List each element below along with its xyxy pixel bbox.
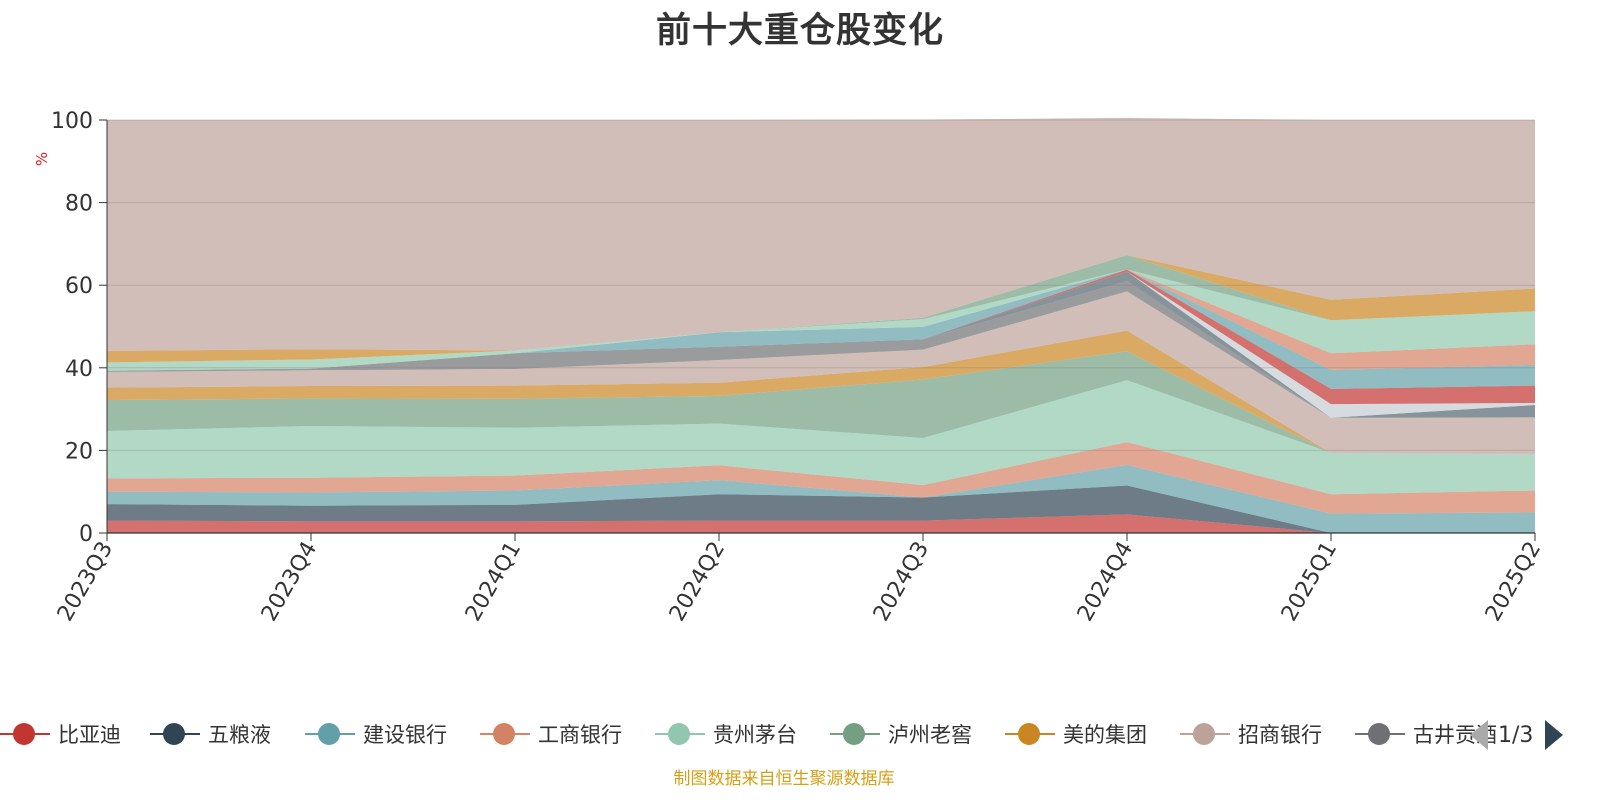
y-tick-label: 100 [51, 109, 93, 134]
legend-page-indicator: 1/3 [1498, 722, 1534, 748]
legend-label: 工商银行 [538, 723, 622, 747]
x-tick-label: 2024Q3 [869, 538, 934, 626]
x-tick-label: 2025Q1 [1277, 538, 1342, 626]
series-area-5[interactable] [107, 351, 1535, 455]
x-tick-label: 2024Q1 [461, 538, 526, 626]
legend-label: 招商银行 [1238, 723, 1322, 747]
source-note: 制图数据来自恒生聚源数据库 [673, 769, 895, 789]
y-tick-label: 20 [65, 439, 93, 464]
legend-item[interactable]: 泸州老窖 [830, 716, 972, 752]
y-tick-label: 60 [65, 274, 93, 299]
legend-label: 建设银行 [363, 723, 447, 747]
legend-item[interactable]: 美的集团 [1005, 716, 1147, 752]
legend-label: 泸州老窖 [888, 723, 972, 747]
triangle-left-icon[interactable] [1470, 720, 1488, 750]
legend-marker-icon [655, 716, 705, 752]
series-area-8[interactable] [107, 281, 1535, 418]
series-area-3[interactable] [107, 442, 1535, 514]
x-tick-label: 2023Q3 [53, 538, 118, 626]
legend-item[interactable]: 贵州茅台 [655, 716, 797, 752]
series-area-15[interactable] [107, 255, 1535, 363]
series-area-11[interactable] [107, 269, 1535, 405]
legend-label: 贵州茅台 [713, 723, 797, 747]
series-area-0[interactable] [107, 514, 1535, 533]
stacked-area-chart: 0 20 40 60 80 100 2023Q3 2023Q4 2024Q1 2024Q2 2024… [51, 109, 1546, 626]
legend-item[interactable]: 招商银行 [1180, 716, 1322, 752]
series-area-16[interactable] [107, 255, 1535, 363]
y-tick-label: 0 [79, 522, 93, 547]
legend-label: 美的集团 [1063, 723, 1147, 747]
y-tick-label: 80 [65, 192, 93, 217]
series-area-6[interactable] [107, 330, 1535, 455]
legend-marker-icon [150, 716, 200, 752]
series-area-4[interactable] [107, 380, 1535, 495]
series-area-2[interactable] [107, 464, 1535, 533]
triangle-right-icon[interactable] [1545, 720, 1564, 750]
legend-marker-icon [1005, 716, 1055, 752]
series-area-13[interactable] [107, 269, 1535, 371]
y-tick-label: 40 [65, 357, 93, 382]
series-area-7[interactable] [107, 291, 1535, 455]
series-area-10[interactable] [107, 271, 1535, 418]
legend-label: 五粮液 [208, 723, 271, 747]
legend-item[interactable]: 工商银行 [480, 716, 622, 752]
legend-label: 比亚迪 [58, 723, 121, 747]
legend-item[interactable]: 建设银行 [305, 716, 447, 752]
series-area-17[interactable] [107, 117, 1535, 351]
legend-item[interactable]: 比亚迪 [0, 716, 121, 752]
x-tick-label: 2024Q4 [1073, 538, 1138, 626]
legend-marker-icon [830, 716, 880, 752]
chart-legend: 比亚迪 五粮液 建设银行 工商银行 贵州茅台 泸州老窖 美的集团 招商银行 古井贡酒 [0, 716, 1500, 752]
x-tick-label: 2025Q2 [1481, 538, 1546, 626]
legend-marker-icon [480, 716, 530, 752]
legend-marker-icon [305, 716, 355, 752]
legend-marker-icon [1355, 716, 1405, 752]
series-area-12[interactable] [107, 269, 1535, 389]
chart-title: 前十大重仓股变化 [655, 11, 944, 51]
legend-pager: 1/3 [1470, 718, 1564, 752]
legend-marker-icon [1180, 716, 1230, 752]
x-tick-label: 2023Q4 [257, 538, 322, 626]
x-tick-label: 2024Q2 [665, 538, 730, 626]
legend-item[interactable]: 五粮液 [150, 716, 271, 752]
legend-marker-icon [0, 716, 50, 752]
series-area-14[interactable] [107, 269, 1535, 371]
